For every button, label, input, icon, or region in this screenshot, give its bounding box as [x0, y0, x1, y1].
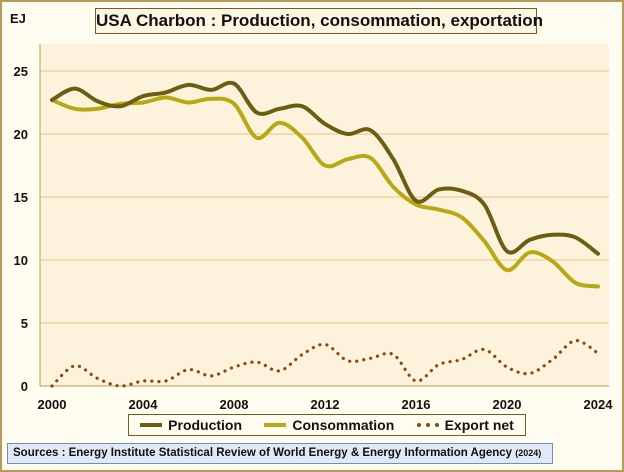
series-line-export-net [50, 338, 600, 388]
legend-swatch-consommation [264, 423, 287, 427]
legend-item-production: Production [140, 417, 242, 433]
y-tick-label: 10 [14, 253, 28, 268]
legend: Production Consommation Export net [128, 414, 526, 436]
x-tick-label: 2016 [402, 397, 431, 412]
x-tick-label: 2024 [584, 397, 614, 412]
legend-swatch-export-net [416, 423, 439, 427]
legend-item-consommation: Consommation [264, 417, 394, 433]
legend-label-export-net: Export net [444, 417, 514, 433]
series-line-production [50, 80, 600, 256]
chart-title: USA Charbon : Production, consommation, … [95, 8, 543, 34]
legend-item-export-net: Export net [416, 417, 514, 433]
source-year: (2024) [515, 448, 542, 458]
legend-label-production: Production [168, 417, 243, 433]
y-axis-unit-label: EJ [10, 11, 26, 26]
y-tick-label: 0 [21, 379, 28, 394]
source-note: Sources : Energy Institute Statistical R… [7, 443, 553, 464]
x-tick-label: 2004 [129, 397, 159, 412]
source-text: Sources : Energy Institute Statistical R… [13, 447, 513, 459]
x-tick-label: 2020 [493, 397, 522, 412]
x-tick-label: 2000 [38, 397, 67, 412]
legend-swatch-production [140, 423, 163, 427]
y-tick-label: 15 [14, 190, 28, 205]
plot-background [40, 44, 609, 386]
legend-label-consommation: Consommation [292, 417, 395, 433]
y-tick-label: 5 [21, 316, 28, 331]
series-line-consommation [50, 95, 600, 289]
y-tick-label: 20 [14, 127, 28, 142]
y-tick-label: 25 [14, 64, 28, 79]
x-tick-label: 2012 [311, 397, 340, 412]
x-tick-label: 2008 [220, 397, 249, 412]
